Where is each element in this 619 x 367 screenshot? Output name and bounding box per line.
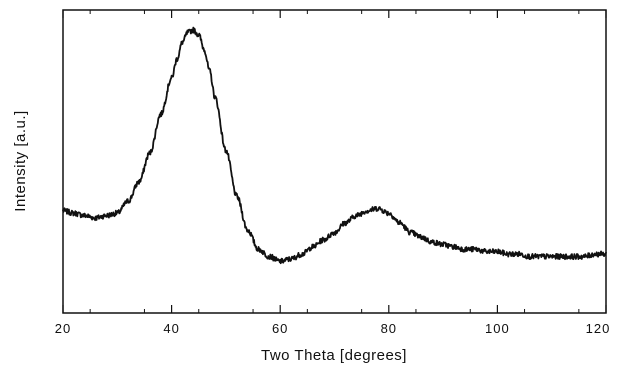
y-axis-title: Intensity [a.u.] xyxy=(12,110,29,211)
x-axis-title: Two Theta [degrees] xyxy=(261,347,407,364)
plot-frame xyxy=(62,9,607,314)
intensity-curve xyxy=(62,26,607,265)
x-tick-label: 120 xyxy=(586,321,611,336)
tick-marks xyxy=(62,10,607,313)
x-tick-label: 40 xyxy=(163,321,179,336)
x-tick-label: 20 xyxy=(55,321,71,336)
x-tick-label: 80 xyxy=(381,321,397,336)
x-tick-label: 100 xyxy=(485,321,510,336)
x-tick-labels: 20 40 60 80 100 120 xyxy=(55,321,611,336)
x-tick-label: 60 xyxy=(272,321,288,336)
